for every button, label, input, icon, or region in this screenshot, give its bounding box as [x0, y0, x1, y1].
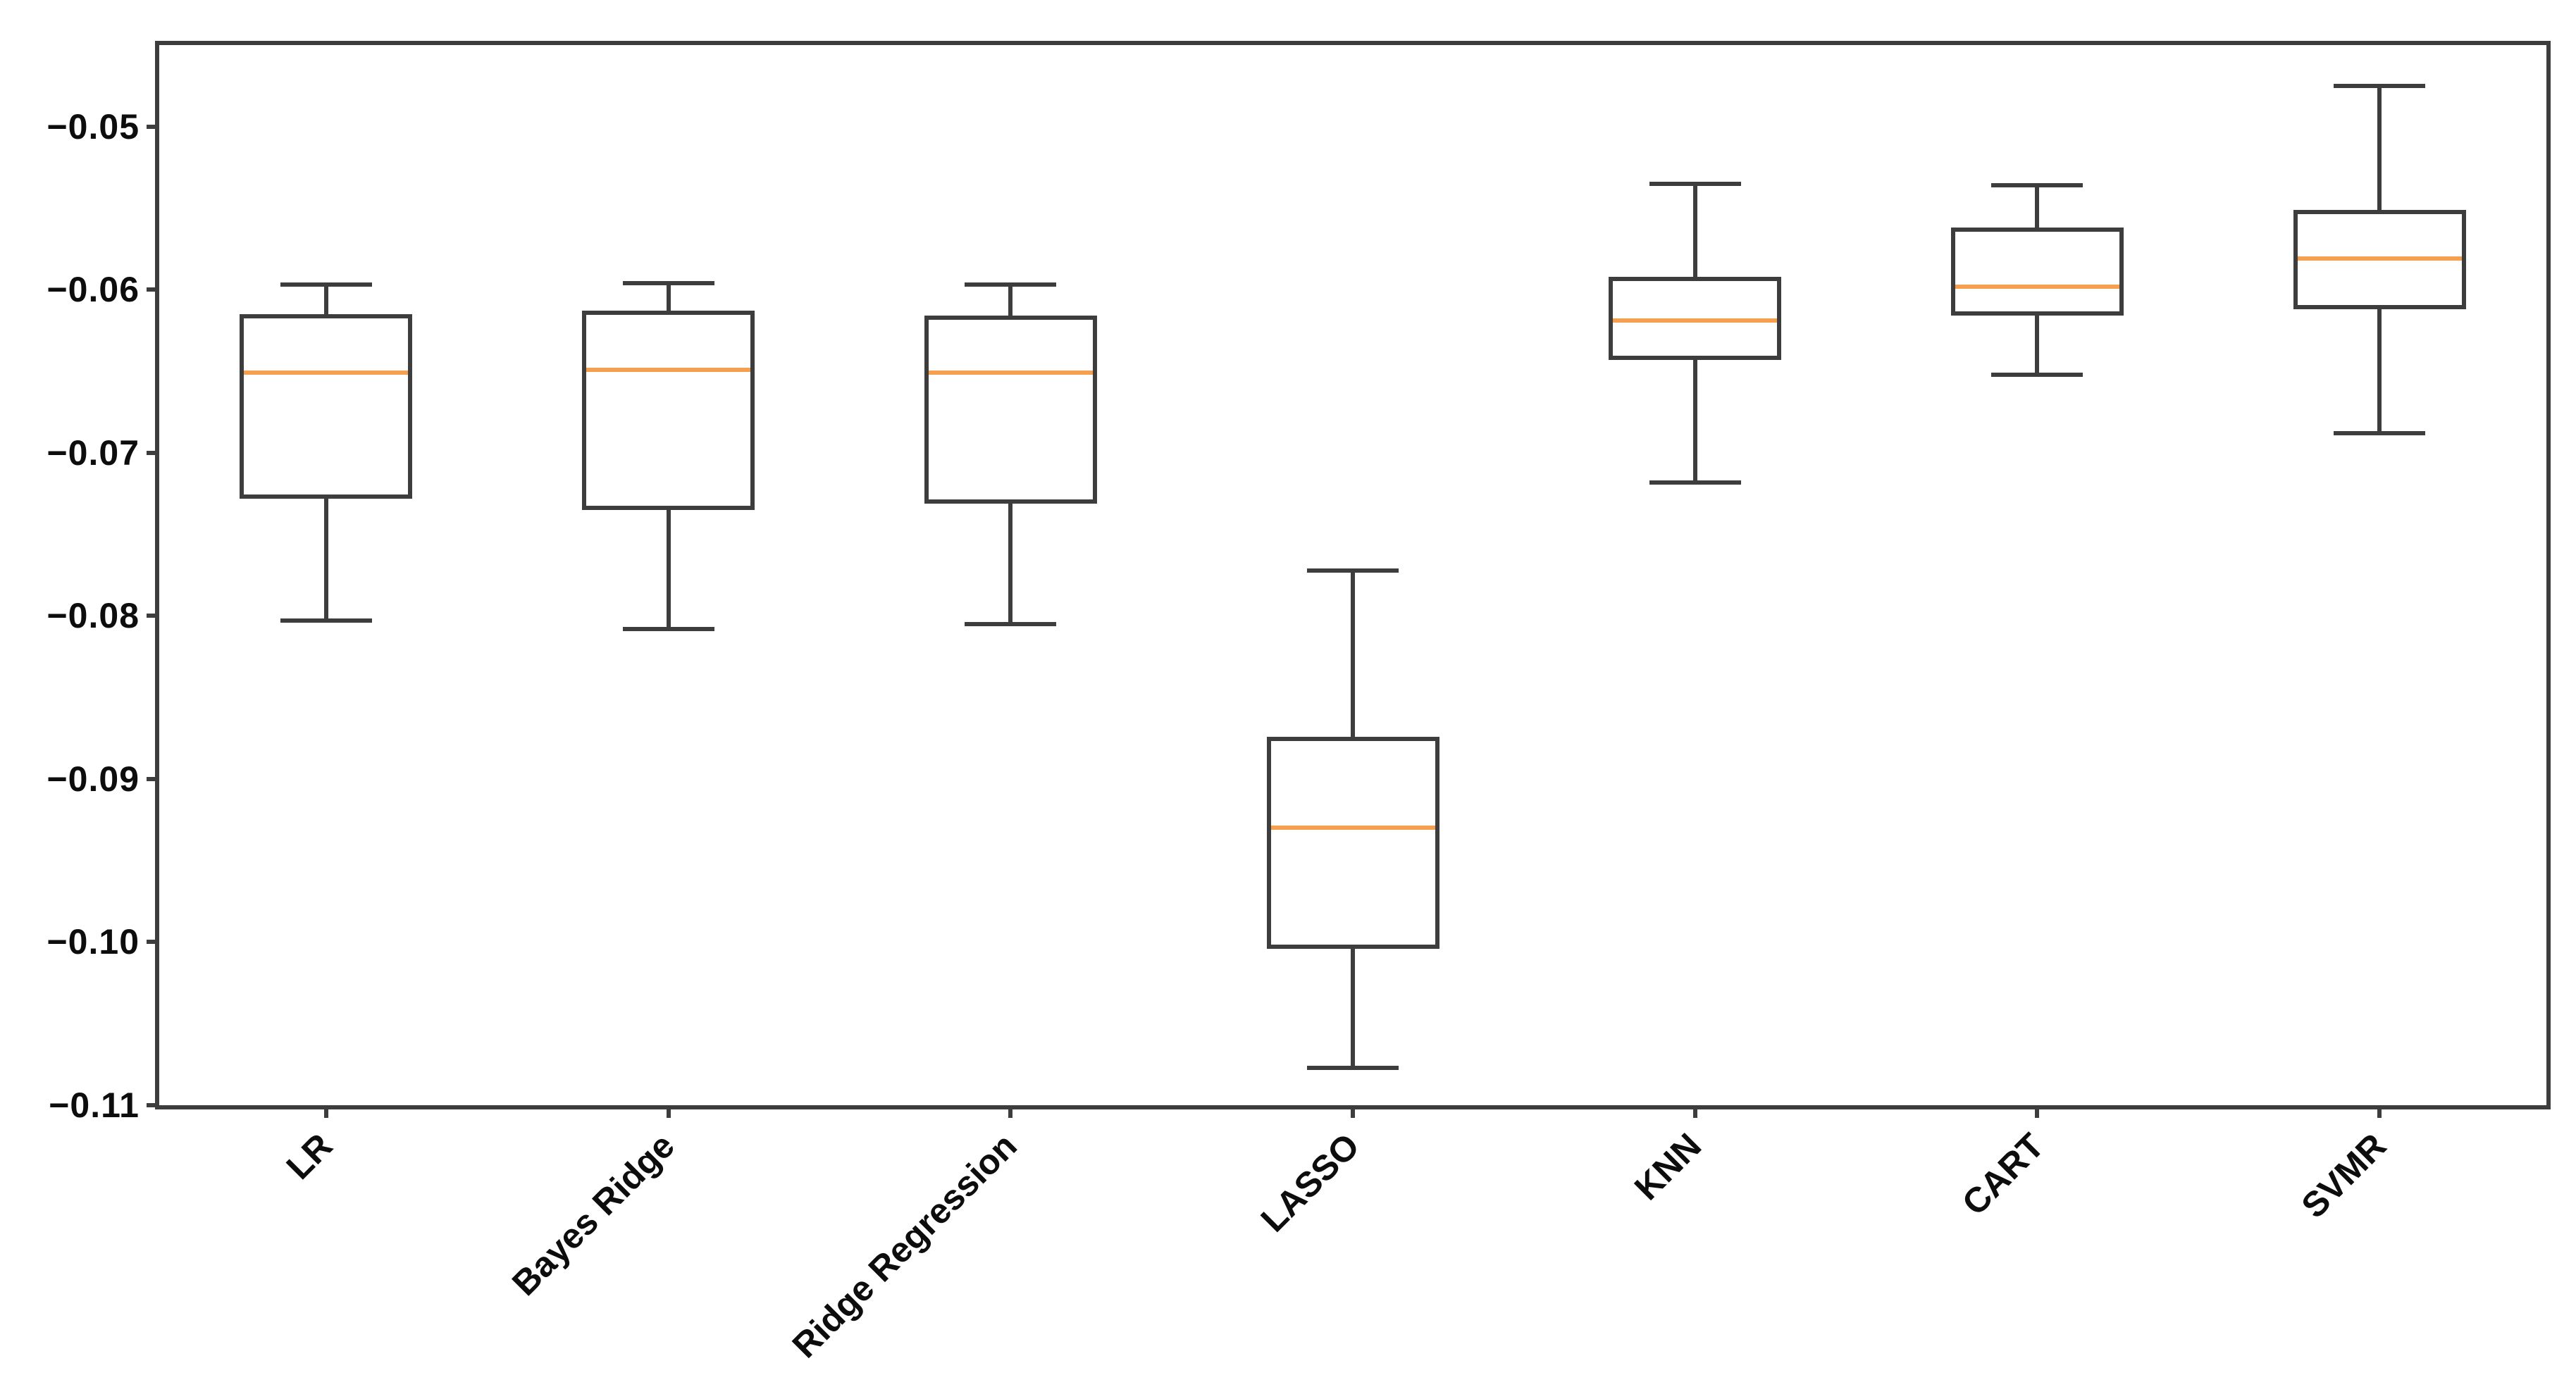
x-tick-label-lr: LR	[278, 1126, 340, 1187]
whisker-cap-top-svmr	[2334, 83, 2426, 88]
whisker-cap-bottom-ridge-regression	[965, 621, 1057, 626]
box-cart	[1950, 228, 2124, 316]
y-tick-mark-6	[147, 1103, 155, 1107]
y-tick-label-4: −0.09	[47, 759, 140, 799]
y-tick-mark-4	[147, 776, 155, 781]
whisker-lower-lr	[323, 498, 328, 621]
whisker-upper-ridge-regression	[1008, 285, 1013, 316]
whisker-cap-bottom-lasso	[1307, 1065, 1399, 1070]
whisker-cap-top-cart	[1991, 183, 2083, 188]
x-tick-mark-svmr	[2377, 1109, 2382, 1118]
whisker-cap-top-bayes-ridge	[622, 281, 714, 286]
whisker-cap-top-lasso	[1307, 568, 1399, 573]
whisker-lower-cart	[2035, 316, 2040, 375]
median-svmr	[2297, 256, 2462, 261]
x-tick-label-svmr: SVMR	[2293, 1126, 2394, 1226]
whisker-lower-knn	[1692, 359, 1697, 483]
median-lasso	[1270, 826, 1435, 830]
median-lr	[244, 371, 409, 375]
y-tick-mark-3	[147, 614, 155, 618]
whisker-cap-bottom-svmr	[2334, 431, 2426, 436]
whisker-upper-knn	[1692, 183, 1697, 277]
x-tick-label-ridge-regression: Ridge Regression	[784, 1126, 1025, 1366]
box-knn	[1609, 276, 1782, 360]
y-tick-label-1: −0.06	[47, 270, 140, 310]
whisker-cap-bottom-lr	[280, 618, 372, 623]
y-tick-mark-1	[147, 287, 155, 292]
x-tick-mark-bayes-ridge	[666, 1109, 671, 1118]
x-tick-mark-lasso	[1351, 1109, 1355, 1118]
x-tick-mark-ridge-regression	[1008, 1109, 1013, 1118]
box-lasso	[1266, 736, 1439, 949]
plot-area	[155, 41, 2551, 1109]
y-tick-label-6: −0.11	[49, 1085, 140, 1125]
whisker-cap-top-ridge-regression	[965, 282, 1057, 287]
median-knn	[1613, 318, 1778, 323]
y-tick-label-0: −0.05	[47, 106, 140, 147]
x-tick-mark-lr	[323, 1109, 328, 1118]
whisker-lower-lasso	[1351, 948, 1355, 1068]
median-cart	[1955, 284, 2119, 289]
whisker-upper-lr	[323, 285, 328, 315]
median-bayes-ridge	[586, 367, 751, 372]
whisker-upper-bayes-ridge	[666, 283, 671, 311]
y-tick-mark-0	[147, 124, 155, 129]
box-lr	[240, 314, 413, 499]
x-tick-mark-knn	[1692, 1109, 1697, 1118]
whisker-upper-svmr	[2377, 85, 2382, 210]
box-bayes-ridge	[582, 311, 755, 510]
y-tick-label-5: −0.10	[47, 922, 140, 962]
whisker-cap-bottom-bayes-ridge	[622, 626, 714, 631]
x-tick-label-lasso: LASSO	[1253, 1126, 1367, 1240]
y-tick-mark-5	[147, 940, 155, 945]
whisker-lower-ridge-regression	[1008, 503, 1013, 624]
y-tick-label-2: −0.07	[47, 433, 140, 473]
x-tick-label-bayes-ridge: Bayes Ridge	[504, 1126, 683, 1304]
whisker-cap-bottom-cart	[1991, 372, 2083, 377]
y-tick-mark-2	[147, 450, 155, 455]
x-tick-label-cart: CART	[1954, 1126, 2052, 1223]
whisker-lower-svmr	[2377, 309, 2382, 434]
box-ridge-regression	[924, 316, 1097, 504]
whisker-cap-top-knn	[1649, 181, 1741, 186]
whisker-cap-bottom-knn	[1649, 480, 1741, 485]
x-tick-label-knn: KNN	[1627, 1126, 1709, 1208]
whisker-cap-top-lr	[280, 282, 372, 287]
whisker-lower-bayes-ridge	[666, 509, 671, 629]
whisker-upper-lasso	[1351, 570, 1355, 737]
y-tick-label-3: −0.08	[47, 596, 140, 636]
median-ridge-regression	[928, 371, 1093, 375]
x-tick-mark-cart	[2035, 1109, 2040, 1118]
whisker-upper-cart	[2035, 185, 2040, 228]
